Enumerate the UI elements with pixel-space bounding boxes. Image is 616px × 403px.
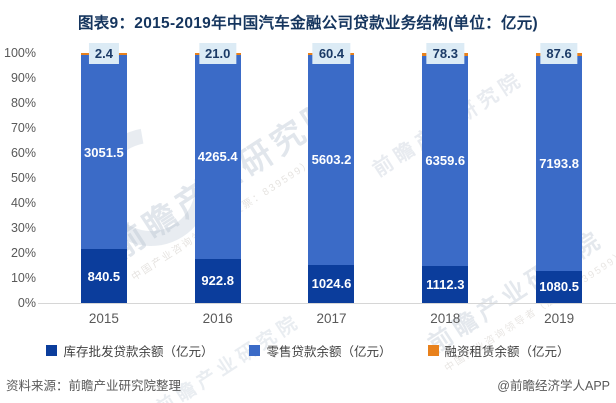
retail-value-label: 6359.6	[425, 153, 466, 169]
retail-value-label: 5603.2	[311, 152, 352, 168]
y-axis-tick-label: 90%	[10, 71, 36, 85]
wholesale-value-label: 922.8	[201, 273, 234, 289]
legend-item: 零售贷款余额（亿元）	[249, 341, 392, 360]
x-axis-category-label: 2016	[202, 311, 233, 326]
wholesale-value-label: 1024.6	[311, 276, 352, 292]
chart-title: 图表9：2015-2019年中国汽车金融公司贷款业务结构(单位：亿元)	[77, 15, 539, 32]
bar-group-2019: 7193.8 1080.5 87.6 2019	[502, 43, 616, 326]
legend-swatch-icon	[427, 345, 439, 356]
y-axis-tick-label: 50%	[10, 171, 36, 185]
segment-retail: 6359.6	[422, 55, 469, 267]
x-axis-category-label: 2019	[544, 311, 575, 326]
y-axis-tick-label: 20%	[10, 246, 36, 260]
plot-area: 3051.5 840.5 2.4 2015 4265.4 922.8 21.0 2016 560…	[47, 43, 616, 326]
x-axis-category-label: 2015	[88, 311, 119, 326]
segment-wholesale: 1024.6	[308, 264, 355, 303]
legend-label: 库存批发贷款余额（亿元）	[63, 345, 214, 359]
leasing-value-callout: 2.4	[88, 43, 119, 64]
y-axis-tick-label: 70%	[10, 121, 36, 135]
segment-retail: 4265.4	[194, 55, 241, 259]
stacked-bar-2019: 7193.8 1080.5 87.6	[536, 43, 583, 303]
legend-swatch-icon	[46, 345, 58, 356]
legend-label: 零售贷款余额（亿元）	[266, 345, 392, 359]
leasing-value-callout: 60.4	[312, 43, 351, 64]
x-axis-line	[38, 303, 616, 304]
stacked-bar-2015: 3051.5 840.5 2.4	[80, 43, 127, 303]
stacked-bar-2018: 6359.6 1112.3 78.3	[422, 43, 469, 303]
bar-group-2018: 6359.6 1112.3 78.3 2018	[388, 43, 502, 326]
segment-wholesale: 922.8	[194, 258, 241, 303]
y-axis-tick-label: 60%	[10, 146, 36, 160]
legend-swatch-icon	[249, 345, 261, 356]
y-axis-tick-label: 100%	[4, 46, 36, 60]
source-note: 资料来源：前瞻产业研究院整理	[6, 379, 182, 393]
legend-item: 库存批发贷款余额（亿元）	[46, 341, 213, 360]
retail-value-label: 3051.5	[84, 144, 124, 160]
y-axis-tick-label: 40%	[10, 196, 36, 210]
segment-retail: 5603.2	[308, 55, 355, 265]
leasing-value-callout: 87.6	[540, 43, 578, 64]
segment-wholesale: 1112.3	[422, 266, 469, 303]
segment-retail: 3051.5	[80, 55, 127, 250]
bar-group-2017: 5603.2 1024.6 60.4 2017	[275, 43, 389, 326]
stacked-bar-2017: 5603.2 1024.6 60.4	[308, 43, 355, 303]
retail-value-label: 7193.8	[539, 155, 579, 171]
legend-item: 融资租赁余额（亿元）	[427, 341, 570, 360]
leasing-value-callout: 21.0	[199, 43, 237, 64]
x-axis-category-label: 2017	[316, 311, 347, 326]
wholesale-value-label: 1080.5	[539, 279, 579, 295]
y-axis-tick-label: 0%	[17, 296, 36, 310]
y-axis-tick-label: 80%	[10, 96, 36, 110]
retail-value-label: 4265.4	[197, 149, 238, 165]
stacked-bar-2016: 4265.4 922.8 21.0	[194, 43, 241, 303]
x-axis-category-label: 2018	[430, 311, 461, 326]
legend-label: 融资租赁余额（亿元）	[444, 345, 570, 359]
footer: 资料来源：前瞻产业研究院整理 @前瞻经济学人APP	[6, 375, 610, 394]
segment-retail: 7193.8	[536, 55, 583, 271]
segment-wholesale: 840.5	[80, 249, 127, 303]
bar-group-2015: 3051.5 840.5 2.4 2015	[47, 43, 161, 326]
wholesale-value-label: 1112.3	[426, 277, 465, 293]
y-axis-tick-label: 10%	[10, 271, 36, 285]
segment-wholesale: 1080.5	[536, 270, 583, 303]
y-axis-tick-label: 30%	[10, 221, 36, 235]
leasing-value-callout: 78.3	[426, 43, 464, 64]
credit-note: @前瞻经济学人APP	[497, 379, 610, 393]
bar-group-2016: 4265.4 922.8 21.0 2016	[161, 43, 275, 326]
legend: 库存批发贷款余额（亿元） 零售贷款余额（亿元） 融资租赁余额（亿元）	[0, 341, 616, 360]
plot-region: 0% 10% 20% 30% 40% 50% 60% 70% 80% 90% 100% 3051.5…	[0, 43, 616, 326]
wholesale-value-label: 840.5	[87, 268, 121, 284]
